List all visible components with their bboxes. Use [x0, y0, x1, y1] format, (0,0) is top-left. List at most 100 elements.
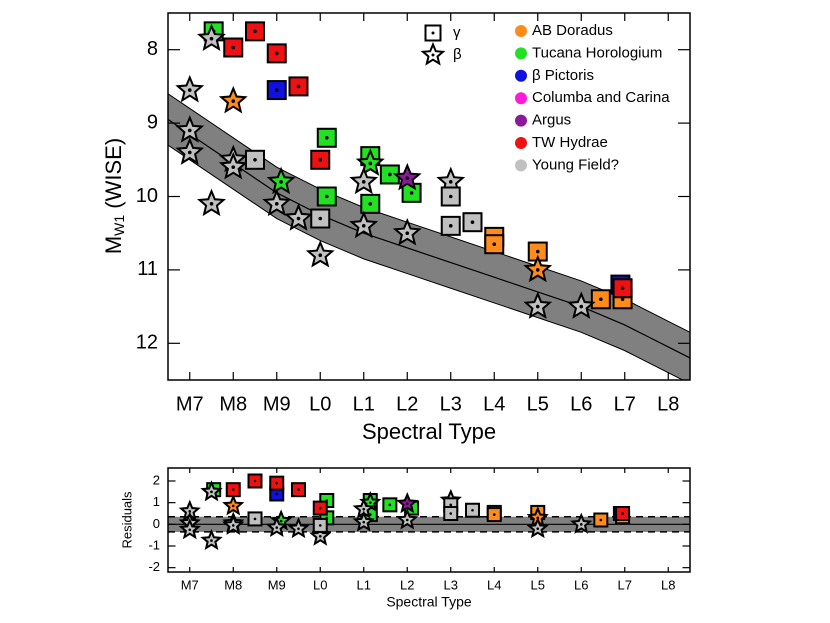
x-tick-label: L0 [313, 577, 327, 592]
data-point [200, 528, 223, 550]
point-center [620, 297, 625, 302]
data-point [349, 210, 379, 239]
point-center [231, 504, 235, 508]
legend-label: γ [453, 24, 461, 41]
legend-label: Columba and Carina [532, 89, 670, 106]
y-tick-label: 2 [153, 472, 160, 487]
point-center [535, 268, 540, 272]
legend-swatch [515, 92, 527, 105]
data-point [200, 480, 223, 502]
data-point [593, 512, 609, 528]
point-center [318, 158, 323, 162]
legend-label: Young Field? [532, 156, 619, 173]
data-point [443, 506, 459, 521]
point-center [492, 513, 496, 516]
point-center [449, 512, 453, 515]
point-center [187, 128, 192, 133]
point-center [209, 36, 214, 41]
plot-frame [167, 12, 691, 381]
point-center [448, 194, 453, 199]
point-center [324, 194, 329, 199]
data-point [269, 475, 285, 491]
point-center [405, 502, 409, 506]
x-tick-label: L5 [531, 577, 545, 592]
data-point [262, 188, 292, 217]
data-point [486, 507, 502, 523]
point-center [274, 88, 279, 92]
data-point [440, 215, 461, 236]
data-point [462, 212, 483, 233]
point-center [579, 523, 583, 526]
point-center [361, 224, 366, 228]
data-point [265, 515, 288, 538]
data-point [590, 289, 611, 310]
data-point [566, 291, 596, 319]
data-point [245, 149, 265, 170]
x-tick-label: M9 [268, 577, 286, 592]
legend-label: β Pictoris [532, 67, 594, 84]
x-tick-label: L3 [444, 577, 458, 592]
point-center [275, 526, 279, 529]
point-center [388, 503, 392, 507]
data-point [382, 497, 398, 513]
legend-label: Tucana Horologium [532, 44, 662, 61]
data-point [225, 482, 241, 498]
point-center [187, 88, 192, 92]
data-point [218, 151, 248, 180]
y-axis-label: Residuals [119, 491, 134, 549]
legend-label: Argus [532, 112, 571, 129]
data-point [269, 486, 285, 502]
point-center [318, 524, 322, 527]
point-center [279, 180, 283, 184]
point-center [599, 518, 603, 522]
plot-area [168, 473, 690, 550]
y-tick-label: 1 [153, 494, 160, 509]
point-center [318, 253, 323, 258]
y-tick-label: -2 [148, 559, 160, 574]
data-point [310, 149, 331, 170]
point-center [209, 202, 214, 206]
point-center [431, 53, 435, 57]
point-center [471, 508, 474, 512]
data-point [484, 234, 505, 255]
x-tick-label: L2 [400, 577, 414, 592]
point-center [318, 534, 322, 538]
data-point [178, 518, 201, 540]
point-center [368, 202, 373, 206]
point-center [253, 479, 257, 483]
data-point [523, 254, 553, 283]
data-point [288, 76, 309, 97]
data-point [247, 511, 263, 527]
point-center [187, 150, 192, 155]
x-tick-label: L4 [483, 393, 505, 415]
point-center [231, 99, 236, 103]
x-tick-label: L5 [527, 393, 549, 415]
data-point [570, 512, 593, 534]
point-center [231, 524, 235, 527]
point-center [579, 304, 584, 309]
point-center [274, 51, 279, 56]
data-point [245, 21, 265, 42]
point-center [324, 135, 329, 140]
data-point [420, 41, 446, 66]
legend-swatch [515, 25, 527, 37]
x-tick-label: L3 [440, 393, 462, 415]
point-center [318, 506, 322, 510]
data-point [218, 85, 248, 114]
y-tick-label: 11 [137, 258, 158, 280]
data-point [175, 115, 205, 143]
data-point [305, 240, 335, 268]
y-label-sub: W1 [111, 215, 127, 236]
legend-label: β [453, 46, 462, 63]
x-tick-label: M8 [219, 393, 247, 415]
data-point [316, 127, 337, 148]
y-tick-label: -1 [148, 537, 160, 552]
y-label-main: M [101, 236, 126, 254]
data-point [615, 506, 631, 521]
point-center [188, 510, 192, 513]
point-center [536, 527, 540, 530]
data-point [291, 482, 306, 498]
point-center [274, 202, 279, 206]
y-axis-label: MW1 (WISE) [101, 138, 127, 254]
